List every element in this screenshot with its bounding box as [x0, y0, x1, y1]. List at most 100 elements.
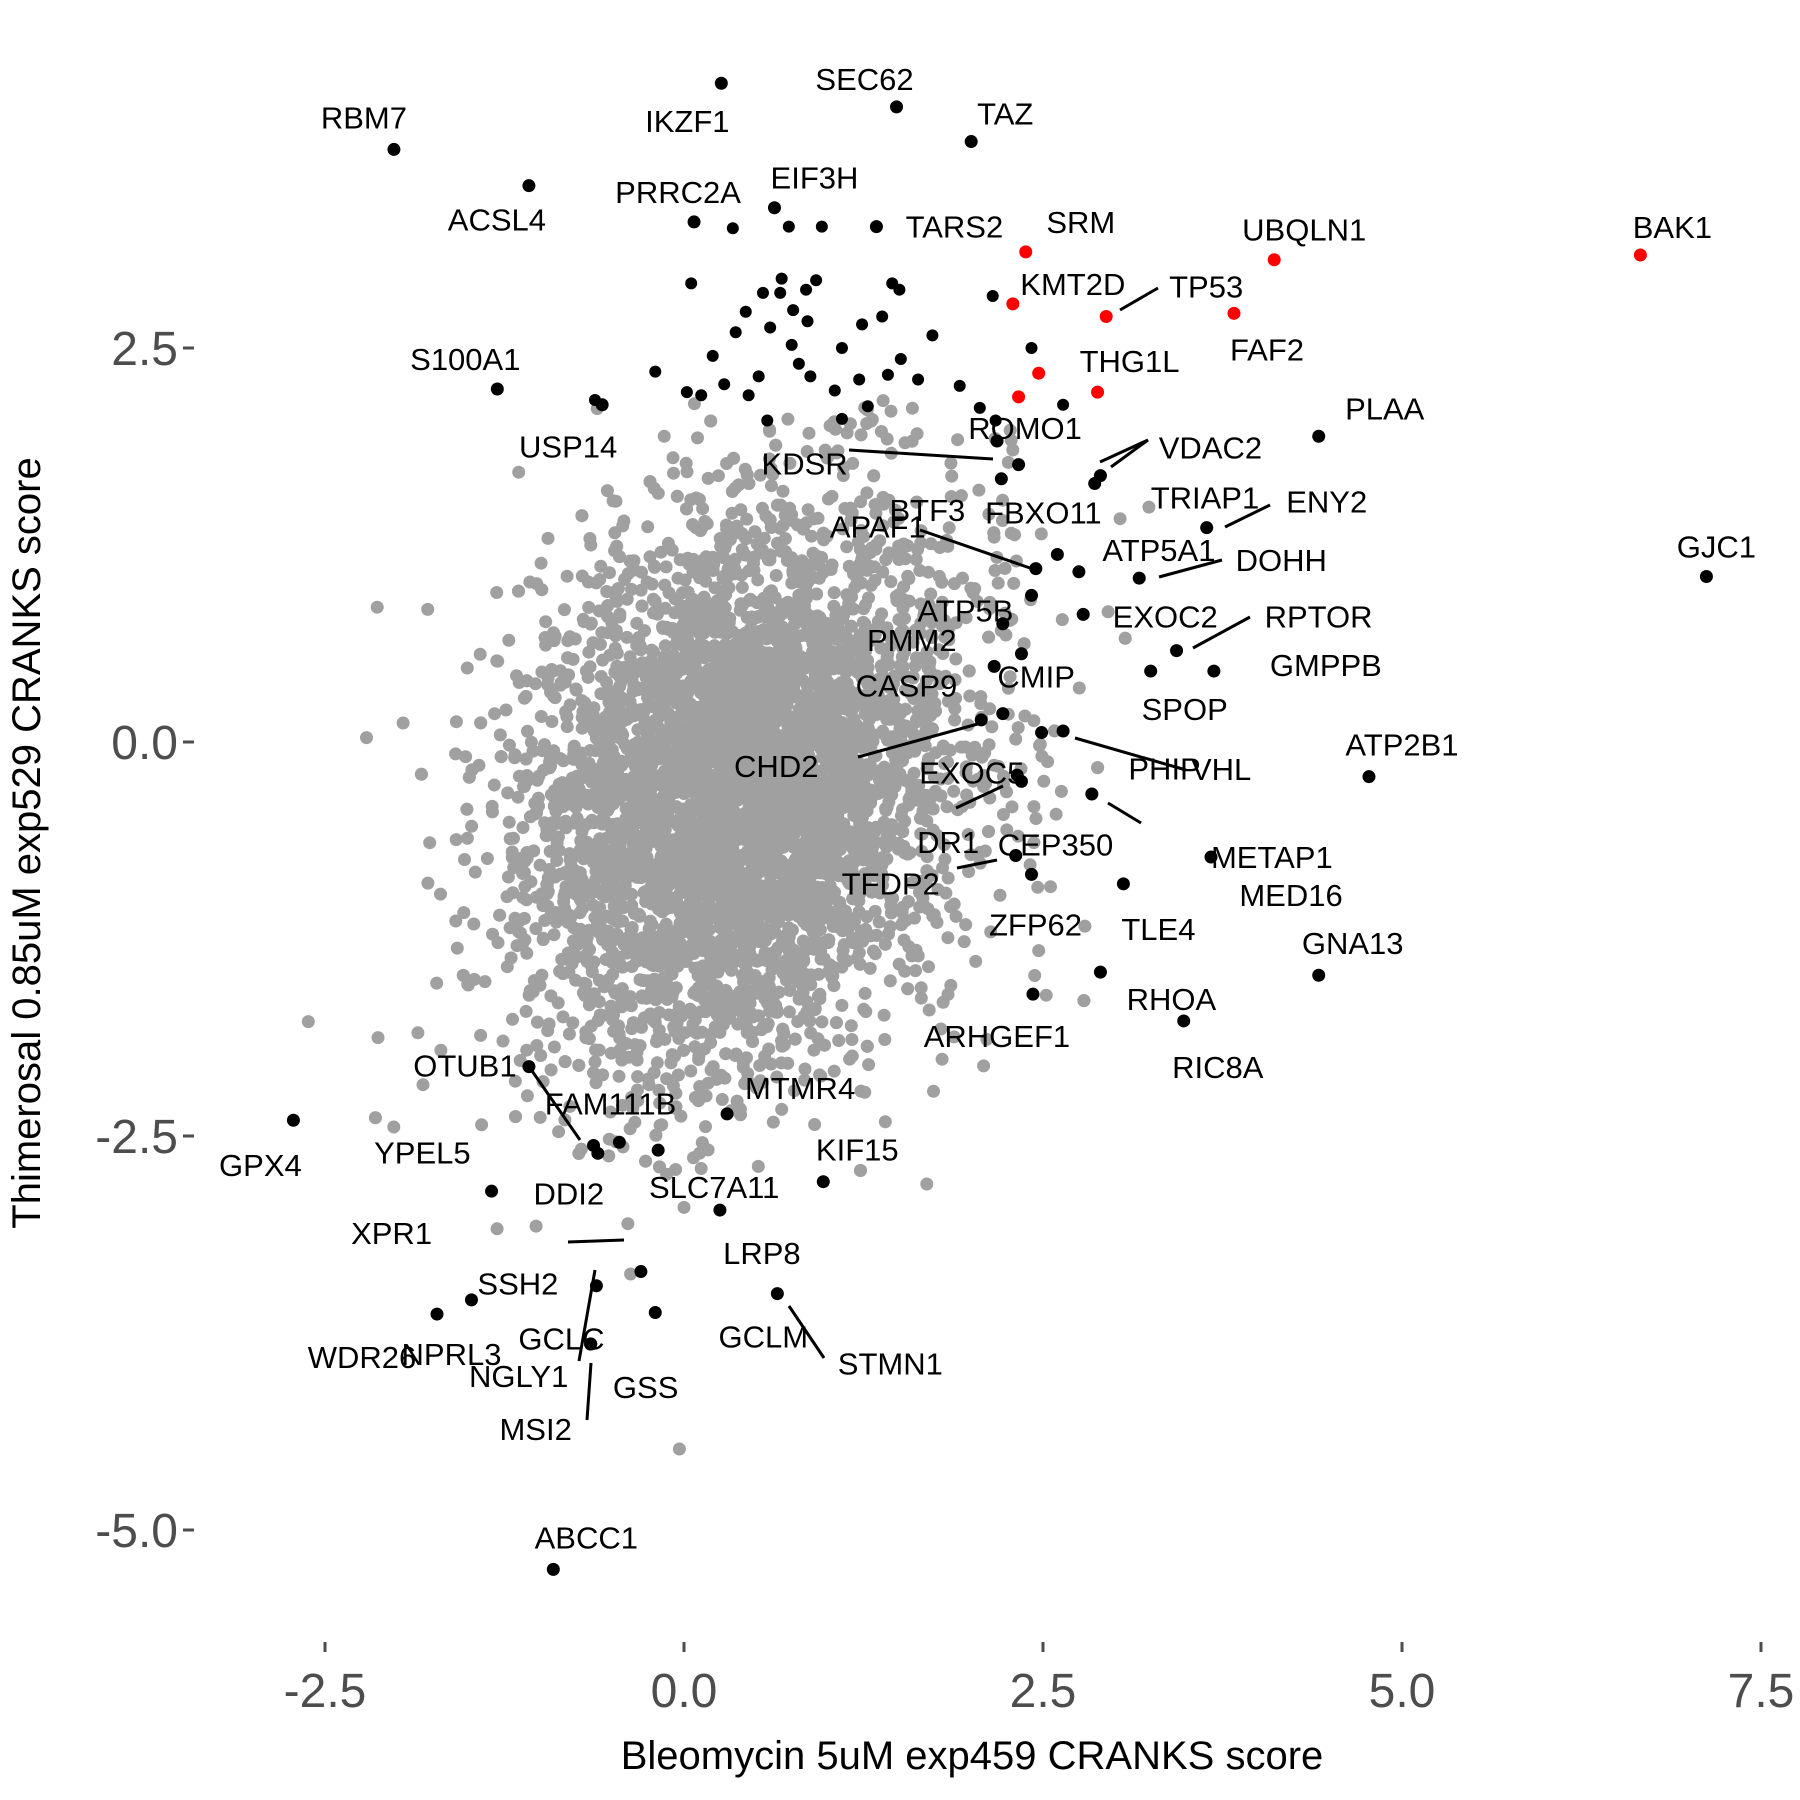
background-point — [750, 954, 764, 968]
background-point — [616, 519, 630, 533]
background-point — [534, 710, 548, 723]
background-point — [533, 858, 547, 872]
background-point — [504, 951, 518, 965]
background-point — [907, 766, 921, 780]
background-point — [625, 582, 638, 596]
background-point — [806, 620, 820, 634]
background-point — [782, 1005, 796, 1019]
background-point — [876, 724, 890, 738]
background-point — [1028, 969, 1042, 982]
background-point — [651, 486, 665, 500]
background-point — [858, 707, 872, 721]
background-point — [734, 503, 748, 517]
background-point — [547, 689, 561, 703]
background-point — [468, 865, 482, 879]
background-point — [582, 600, 596, 614]
background-point — [832, 1034, 846, 1047]
background-point — [789, 906, 803, 920]
background-point — [784, 834, 798, 848]
background-point — [1033, 739, 1046, 752]
background-point — [502, 815, 516, 829]
background-point — [556, 1010, 570, 1024]
background-point — [845, 1049, 859, 1063]
background-point — [725, 485, 739, 498]
background-point — [875, 607, 889, 621]
background-point — [691, 961, 705, 975]
background-point — [1003, 670, 1017, 684]
background-point — [516, 821, 530, 834]
background-point — [844, 705, 858, 719]
background-point — [641, 691, 655, 705]
background-point — [768, 946, 782, 960]
background-point — [728, 561, 741, 575]
background-point — [727, 451, 741, 465]
background-point — [924, 537, 938, 551]
background-point — [731, 885, 745, 898]
background-point — [808, 1003, 822, 1017]
background-point — [684, 908, 698, 922]
background-point — [694, 1162, 708, 1175]
background-point — [647, 1066, 661, 1080]
background-point — [563, 853, 577, 867]
background-point — [517, 780, 531, 794]
background-point — [673, 866, 687, 880]
background-point — [465, 819, 479, 833]
background-point — [1000, 823, 1014, 837]
background-point — [858, 740, 871, 754]
background-point — [695, 1136, 709, 1150]
background-point — [804, 1026, 818, 1040]
background-point — [876, 394, 890, 408]
background-point — [503, 921, 517, 935]
background-point — [460, 802, 474, 816]
background-point — [544, 989, 558, 1003]
background-point — [735, 580, 749, 594]
background-point — [787, 618, 801, 632]
background-point — [715, 749, 729, 763]
background-point — [1018, 709, 1032, 723]
background-point — [661, 536, 675, 550]
background-point — [680, 747, 694, 761]
background-point — [749, 1081, 763, 1095]
background-point — [748, 525, 762, 539]
background-point — [860, 910, 874, 924]
background-point — [716, 801, 730, 815]
background-point — [687, 397, 701, 411]
background-point — [560, 710, 574, 724]
background-point — [474, 1028, 488, 1042]
background-point — [764, 869, 778, 883]
background-point — [1113, 512, 1127, 526]
background-point — [761, 899, 775, 913]
background-point — [499, 703, 513, 717]
background-point — [639, 1154, 653, 1168]
background-point — [714, 540, 728, 553]
background-point — [934, 1022, 948, 1036]
background-point — [914, 536, 928, 550]
background-point — [414, 767, 428, 781]
background-point — [713, 935, 727, 948]
background-point — [730, 1094, 744, 1108]
background-point — [764, 1057, 778, 1071]
background-point — [596, 765, 610, 779]
background-point — [508, 748, 522, 762]
background-point — [670, 489, 684, 503]
background-point — [892, 539, 906, 553]
background-point — [854, 428, 868, 442]
background-point — [920, 1177, 934, 1191]
background-point — [630, 954, 644, 968]
background-point — [972, 483, 986, 497]
background-point — [969, 954, 983, 968]
background-point — [708, 1020, 722, 1034]
background-point — [914, 991, 928, 1005]
background-point — [941, 987, 955, 1001]
background-point — [902, 792, 916, 806]
background-point — [689, 491, 703, 505]
background-point — [517, 691, 531, 705]
background-point — [575, 569, 589, 583]
background-point — [725, 839, 739, 853]
background-point — [808, 1118, 822, 1131]
background-point — [822, 933, 836, 947]
background-point — [827, 979, 841, 993]
background-point — [449, 914, 463, 928]
background-point — [835, 998, 849, 1012]
background-point — [822, 492, 835, 506]
